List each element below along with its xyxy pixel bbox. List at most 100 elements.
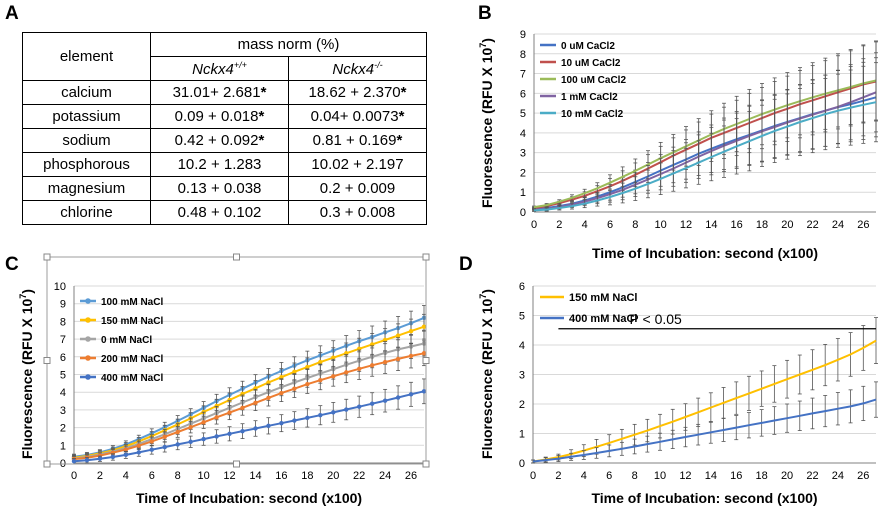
data-point (421, 351, 427, 356)
x-tick-label: 2 (555, 470, 561, 482)
y-tick-label: 6 (520, 88, 526, 100)
data-point (369, 363, 375, 368)
data-point (136, 450, 142, 455)
legend-label: 0 mM NaCl (101, 335, 152, 346)
y-axis-title-exponent: 7 (18, 294, 28, 299)
data-point (253, 400, 258, 406)
data-point (292, 386, 297, 391)
data-point (266, 395, 271, 401)
y-tick-label: 2 (60, 423, 66, 435)
cell-wt: 0.09 + 0.018* (150, 104, 289, 129)
header-genotype-ko: Nckx4-/- (288, 56, 427, 81)
data-point (201, 420, 206, 425)
data-point (175, 429, 180, 435)
legend-label: 100 uM CaCl2 (561, 75, 626, 86)
series-line (533, 101, 877, 212)
value-wt: 0.48 + 0.102 (177, 204, 262, 221)
legend-marker (85, 298, 91, 304)
y-axis-title-end: ) (19, 289, 35, 294)
x-axis-title: Time of Incubation: second (x100) (136, 490, 362, 506)
series-line (73, 352, 425, 461)
panel-label-a: A (5, 3, 19, 24)
data-point (175, 442, 180, 447)
x-tick-label: 10 (198, 470, 210, 482)
panel-label-b: B (478, 3, 492, 24)
x-tick-label: 12 (223, 470, 235, 482)
data-point (149, 447, 154, 452)
x-tick-label: 14 (249, 470, 261, 482)
data-point (408, 328, 414, 334)
x-tick-label: 10 (654, 470, 666, 482)
x-tick-label: 8 (632, 219, 638, 231)
data-point (188, 439, 193, 444)
data-point (97, 453, 103, 458)
x-tick-label: 4 (581, 470, 587, 482)
y-tick-label: 8 (520, 49, 526, 61)
data-point (331, 410, 336, 415)
y-tick-label: 4 (520, 128, 526, 140)
y-tick-label: 5 (519, 311, 525, 323)
series-line (533, 91, 877, 211)
data-point (110, 454, 116, 460)
legend-label: 400 mM NaCl (101, 373, 163, 384)
data-point (356, 366, 362, 372)
x-tick-label: 6 (149, 470, 155, 482)
data-point (279, 374, 284, 380)
legend-marker (85, 336, 91, 342)
x-tick-label: 2 (97, 470, 103, 482)
y-tick-label: 0 (519, 458, 525, 470)
value-ko: 0.2 + 0.009 (319, 180, 396, 197)
legend-marker (85, 374, 91, 380)
data-point (136, 443, 142, 448)
row-element: sodium (22, 128, 151, 153)
table-row: chlorine 0.48 + 0.102 0.3 + 0.008 (22, 200, 427, 225)
legend-label: 1 mM CaCl2 (561, 92, 618, 103)
x-tick-label: 26 (857, 470, 869, 482)
x-tick-label: 6 (607, 219, 613, 231)
data-point (292, 369, 297, 375)
data-point (123, 452, 129, 458)
data-point (266, 423, 271, 429)
data-point (421, 324, 427, 329)
y-tick-label: 7 (60, 334, 66, 346)
data-point (395, 333, 401, 338)
legend-label: 10 mM CaCl2 (561, 109, 624, 120)
series-line (533, 79, 877, 209)
x-tick-label: 24 (832, 219, 844, 231)
y-tick-label: 5 (520, 108, 526, 120)
y-tick-label: 3 (520, 148, 526, 160)
data-point (305, 415, 310, 421)
resize-handle (233, 460, 240, 468)
x-tick-label: 16 (731, 219, 743, 231)
x-tick-label: 18 (756, 470, 768, 482)
series-line (532, 398, 877, 463)
data-point (253, 426, 258, 431)
value-wt: 0.13 + 0.038 (177, 180, 262, 197)
cell-ko: 0.81 + 0.169* (288, 128, 427, 153)
x-tick-label: 8 (632, 470, 638, 482)
resize-handle (43, 357, 51, 364)
x-tick-label: 22 (807, 219, 819, 231)
y-axis-title: Fluorescence (RFU X 107) (478, 289, 495, 459)
x-tick-label: 24 (379, 470, 391, 482)
value-wt: 0.09 + 0.018 (174, 108, 259, 125)
y-tick-label: 10 (54, 281, 66, 293)
data-point (227, 410, 232, 415)
y-tick-label: 3 (519, 370, 525, 382)
cell-wt: 10.2 + 1.283 (150, 152, 289, 177)
resize-handle (422, 460, 430, 468)
data-point (344, 407, 349, 412)
mass-norm-table: element mass norm (%) Nckx4+/+ Nckx4-/- … (22, 32, 427, 225)
legend-marker (85, 355, 91, 361)
series-line (73, 342, 425, 460)
x-tick-label: 26 (857, 219, 869, 231)
resize-handle (43, 253, 51, 261)
significance-star: * (396, 132, 403, 149)
data-point (227, 431, 232, 436)
y-tick-label: 6 (60, 352, 66, 364)
data-point (201, 436, 206, 442)
data-point (214, 415, 219, 420)
data-point (382, 359, 388, 365)
y-tick-label: 1 (520, 187, 526, 199)
